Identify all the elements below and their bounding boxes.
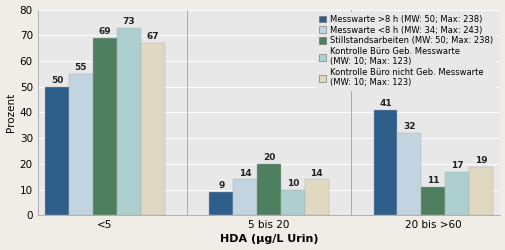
Text: 10: 10 bbox=[286, 179, 298, 188]
Text: 20: 20 bbox=[263, 153, 275, 162]
Text: 73: 73 bbox=[122, 17, 135, 26]
Text: 9: 9 bbox=[218, 182, 224, 190]
Legend: Messwarte >8 h (MW: 50; Max: 238), Messwarte <8 h (MW: 34; Max: 243), Stillstand: Messwarte >8 h (MW: 50; Max: 238), Messw… bbox=[315, 12, 495, 91]
Text: 69: 69 bbox=[98, 27, 111, 36]
Bar bbox=[280, 190, 305, 216]
Text: 14: 14 bbox=[310, 168, 323, 177]
X-axis label: HDA (µg/L Urin): HDA (µg/L Urin) bbox=[219, 234, 318, 244]
Text: 32: 32 bbox=[402, 122, 415, 131]
Bar bbox=[209, 192, 233, 216]
Bar bbox=[444, 172, 468, 216]
Bar bbox=[117, 28, 140, 216]
Text: 14: 14 bbox=[238, 168, 251, 177]
Text: 41: 41 bbox=[378, 99, 391, 108]
Bar bbox=[396, 133, 421, 216]
Bar bbox=[257, 164, 280, 216]
Bar bbox=[468, 166, 492, 216]
Bar bbox=[140, 43, 164, 216]
Text: 55: 55 bbox=[75, 63, 87, 72]
Bar bbox=[45, 87, 69, 216]
Text: 50: 50 bbox=[51, 76, 63, 85]
Bar bbox=[233, 180, 257, 216]
Bar bbox=[305, 180, 328, 216]
Bar bbox=[421, 187, 444, 216]
Bar bbox=[69, 74, 93, 216]
Y-axis label: Prozent: Prozent bbox=[6, 93, 16, 132]
Text: 19: 19 bbox=[474, 156, 486, 165]
Text: 11: 11 bbox=[426, 176, 439, 185]
Text: 17: 17 bbox=[450, 161, 463, 170]
Bar bbox=[373, 110, 396, 216]
Text: 67: 67 bbox=[146, 32, 159, 41]
Bar bbox=[93, 38, 117, 216]
